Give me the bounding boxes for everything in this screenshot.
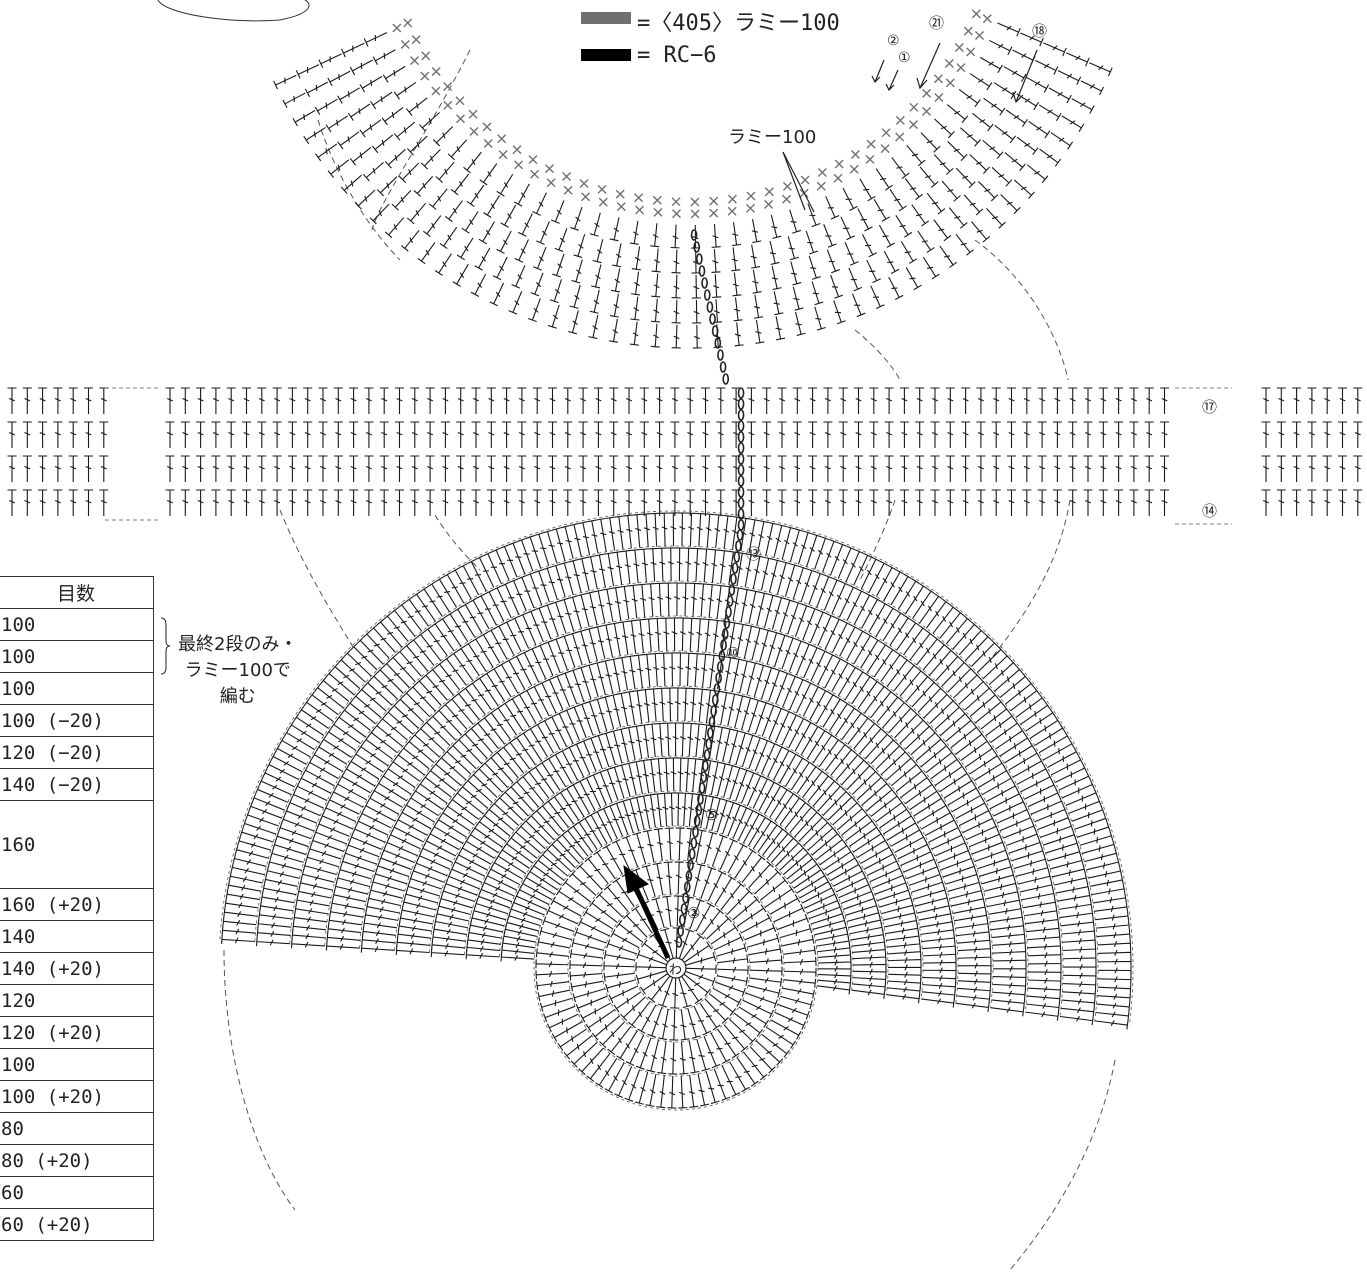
table-row: 140 [0, 920, 154, 953]
table-row: 100 (−20) [0, 704, 154, 737]
center-circle-section [533, 825, 819, 1111]
note-line-2: ラミー100で [184, 660, 291, 681]
table-row: 160 (+20) [0, 888, 154, 921]
annotation-arrows [782, 42, 1038, 213]
table-row: 100 [0, 608, 154, 641]
round-marker-18: ⑱ [1032, 22, 1048, 40]
round-marker-2-top: ② [887, 33, 900, 49]
direction-arrow [623, 864, 671, 960]
table-row: 120 (−20) [0, 736, 154, 769]
legend-swatches [581, 12, 631, 61]
table-row: 120 [0, 984, 154, 1017]
table-row: 140 (−20) [0, 768, 154, 801]
table-row: 100 [0, 672, 154, 705]
stitch-count-table: 目数 100 100 100 100 (−20) 120 (−20) 140 (… [0, 576, 154, 1241]
note-line-3: 編む [219, 686, 256, 707]
round-marker-13: ⑬ [746, 545, 762, 563]
yarn-note: 最終2段のみ・ ラミー100で 編む [178, 632, 297, 710]
table-row: 140 (+20) [0, 952, 154, 985]
table-row: 120 (+20) [0, 1016, 154, 1049]
table-row: 60 (+20) [0, 1208, 154, 1241]
table-row: 80 (+20) [0, 1144, 154, 1177]
table-row: 80 [0, 1112, 154, 1145]
brace-icon [160, 617, 170, 675]
round-marker-1-top: ① [898, 50, 911, 66]
round-marker-14: ⑭ [1202, 502, 1218, 520]
yoke-section [273, 9, 1113, 349]
chain-join-line [675, 229, 745, 948]
legend-label-rc6: = RC−6 [637, 42, 717, 68]
legend-item-rc6: = RC−6 [581, 37, 840, 73]
legend-item-ramie: =〈405〉ラミー100 [581, 4, 840, 37]
round-marker-5: ⑤ [705, 806, 719, 824]
legend: =〈405〉ラミー100 = RC−6 [581, 4, 840, 73]
magic-ring-label: わ [669, 963, 683, 978]
table-row: 100 (+20) [0, 1080, 154, 1113]
ramie-label: ラミー100 [728, 127, 817, 148]
body-band-section [7, 387, 1363, 525]
ring-marker [665, 957, 687, 979]
legend-label-ramie: =〈405〉ラミー100 [637, 10, 840, 36]
table-row: 60 [0, 1176, 154, 1209]
round-marker-10: ⑩ [726, 644, 740, 662]
table-row: 100 [0, 640, 154, 673]
guide-dashed-lines [157, 0, 1116, 1271]
table-row: 160 [0, 800, 154, 889]
round-marker-21: ㉑ [929, 14, 945, 32]
table-header: 目数 [0, 576, 154, 609]
round-marker-17: ⑰ [1202, 398, 1218, 416]
note-line-1: 最終2段のみ・ [178, 634, 298, 655]
skirt-fan-section [219, 510, 1134, 1030]
round-marker-2: ② [687, 904, 701, 922]
table-row: 100 [0, 1048, 154, 1081]
